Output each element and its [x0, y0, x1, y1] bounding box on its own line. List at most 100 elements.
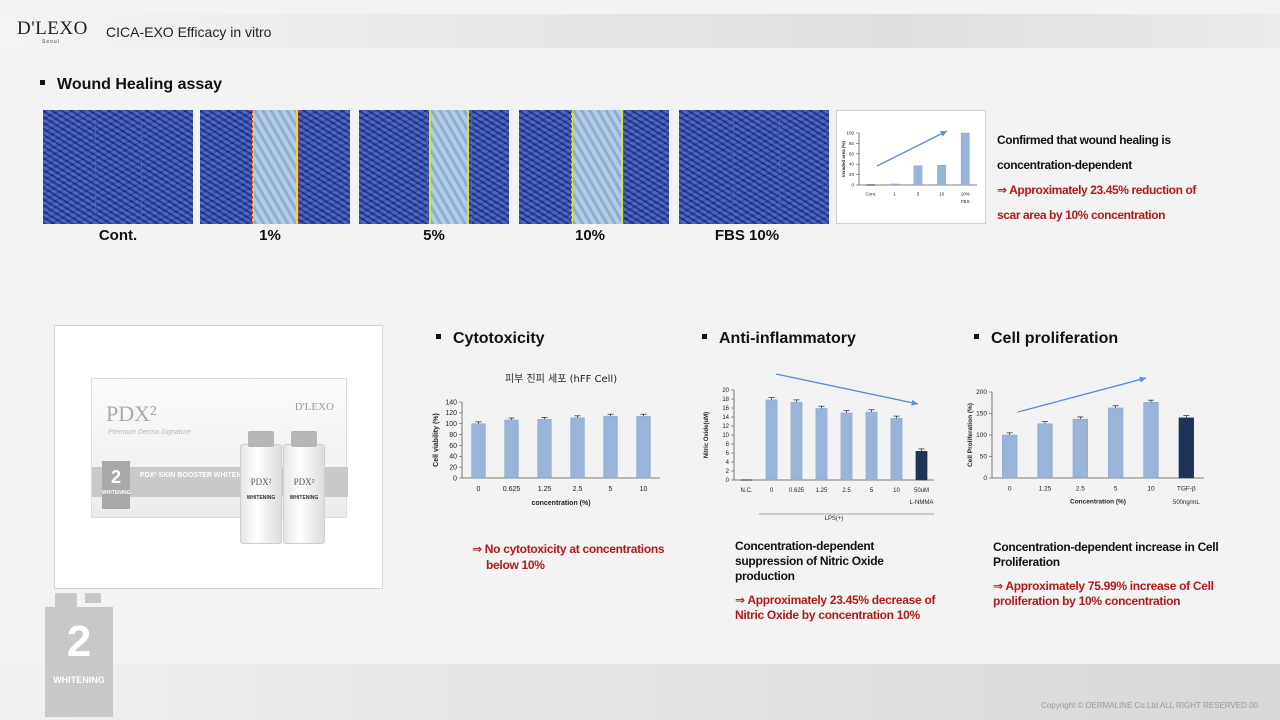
- micro-image-10: [519, 110, 669, 224]
- header-bar: D'LEXO Seoul CICA-EXO Efficacy in vitro: [0, 14, 1280, 48]
- y-tick-label: 40: [449, 454, 457, 461]
- bar: [1072, 418, 1088, 479]
- wound-section-title: Wound Healing assay: [40, 76, 222, 94]
- x-tick-label: 0: [770, 488, 774, 494]
- x-tick-label: TGF-β: [1177, 486, 1196, 493]
- wound-text-line2: concentration-dependent: [997, 158, 1132, 172]
- bar: [790, 401, 803, 481]
- brand-logo-sub: Seoul: [42, 39, 60, 45]
- x-tick-label: 10: [1147, 486, 1155, 493]
- group-label: LPS(+): [825, 516, 844, 522]
- x-tick-label: 1.25: [816, 488, 828, 494]
- cell-proliferation-title: Cell proliferation: [974, 330, 1118, 348]
- x-tick-label: 10%: [961, 192, 970, 197]
- bar: [915, 450, 928, 481]
- wound-text-red2: scar area by 10% concentration: [997, 208, 1166, 222]
- micro-image-5: [359, 110, 509, 224]
- y-tick-label: 0: [453, 475, 457, 482]
- x-tick-label: 2.5: [1076, 486, 1085, 493]
- x-tick-label: 0.625: [789, 488, 805, 494]
- y-tick-label: 60: [849, 151, 855, 156]
- copyright-text: Copyright © DERMALINE Co.Ltd ALL RIGHT R…: [1041, 701, 1258, 710]
- y-tick-label: 40: [849, 162, 855, 167]
- x-tick-label: 0: [477, 486, 481, 493]
- bar: [815, 408, 828, 481]
- y-tick-label: 100: [846, 131, 854, 136]
- bar: [913, 165, 923, 186]
- x-tick-label: 50uM: [914, 488, 929, 494]
- x-tick-label: 2.5: [573, 486, 583, 493]
- x-tick-label: 5: [609, 486, 613, 493]
- x-tick-label: N.C.: [741, 488, 753, 494]
- bar: [890, 418, 903, 481]
- micro-label-10: 10%: [574, 227, 606, 244]
- bar: [1002, 434, 1018, 479]
- micro-label-5: 5%: [423, 227, 445, 244]
- x-tick-label: 5: [870, 488, 874, 494]
- extra-label: L-NMMA: [910, 500, 934, 506]
- y-tick-label: 10: [722, 433, 729, 439]
- y-tick-label: 140: [445, 399, 457, 406]
- micro-image-cont: [43, 110, 193, 224]
- y-tick-label: 6: [726, 451, 730, 457]
- x-axis-label: Concentration (%): [1070, 499, 1126, 506]
- x-tick-label: 1: [893, 192, 896, 197]
- anti-inflammatory-title: Anti-inflammatory: [702, 330, 856, 348]
- y-tick-label: 100: [976, 432, 987, 439]
- bullet-icon: [436, 334, 441, 340]
- cytotoxicity-chart: 0 20 40 60 80 100 120 140 0 0.625 1.25 2.5 5 10 Cell v…: [433, 373, 660, 507]
- trend-arrow-head: [940, 131, 947, 137]
- bullet-icon: [702, 334, 707, 340]
- x-tick-label: 10: [939, 192, 945, 197]
- wound-text-red1: ⇒ Approximately 23.45% reduction of: [997, 183, 1196, 197]
- trend-arrow: [1017, 377, 1147, 413]
- x-tick-label: 0.625: [503, 486, 521, 493]
- anti-inflammatory-chart: 0 2 4 6 8 10 12 14 16 18 20 N.C. 0 0.625 1.25 2.5 5 10 50u…: [704, 373, 934, 522]
- bar: [636, 415, 651, 479]
- y-tick-label: 12: [722, 424, 729, 430]
- vial-right: PDX² WHITENING: [283, 431, 325, 544]
- y-tick-label: 2: [726, 469, 730, 475]
- extra-label: 500ng/mL: [1173, 500, 1200, 506]
- package-pdx-logo: PDX²: [106, 401, 157, 426]
- x-tick-label: Cont.: [865, 192, 876, 197]
- y-tick-label: 14: [722, 415, 729, 421]
- micro-label-fbs: FBS 10%: [714, 227, 780, 244]
- y-tick-label: 4: [726, 460, 730, 466]
- bar: [960, 132, 970, 186]
- bar: [1108, 407, 1124, 479]
- x-axis-label: concentration (%): [531, 500, 590, 507]
- bar: [537, 419, 552, 479]
- package-brand: D'LEXO: [294, 401, 334, 413]
- bar: [603, 415, 618, 479]
- cell-proliferation-desc: Concentration-dependent increase in Cell…: [993, 540, 1219, 608]
- anti-inflammatory-desc: Concentration-dependent suppression of N…: [735, 539, 936, 622]
- x-tick-label: 2.5: [842, 488, 851, 494]
- y-tick-label: 8: [726, 442, 730, 448]
- trend-arrow-head: [911, 399, 918, 406]
- micro-image-fbs: [679, 110, 829, 224]
- package-stripe-text: PDX² SKIN BOOSTER WHITENING: [140, 472, 254, 479]
- y-tick-label: 50: [980, 454, 988, 461]
- y-tick-label: 100: [445, 421, 457, 428]
- x-tick-label: 0: [1008, 486, 1012, 493]
- y-tick-label: 0: [851, 183, 854, 188]
- bar: [570, 417, 585, 479]
- x-tick-label: 5: [1114, 486, 1118, 493]
- y-axis-label: Nitric Oxide(uM): [704, 412, 710, 458]
- y-axis-label: Invaded area (%): [841, 141, 846, 177]
- package-script: Premium Derma Signature: [108, 429, 191, 436]
- y-tick-label: 120: [445, 410, 457, 417]
- x-tick-label: 10: [893, 488, 900, 494]
- y-tick-label: 16: [722, 406, 729, 412]
- x-tick-label: 1.25: [538, 486, 552, 493]
- bar: [504, 419, 519, 479]
- wound-mini-chart: 0 20 40 60 80 100 Cont. 1 5 10 10% Invaded area (%)…: [836, 110, 986, 224]
- bar: [1037, 423, 1053, 479]
- whitening-badge: 2 WHITENING: [45, 593, 113, 717]
- y-tick-label: 20: [449, 464, 457, 471]
- cell-proliferation-chart: 0 50 100 150 200 0 1.25 2.5 5 10 TGF-β Cell Prolife…: [967, 376, 1204, 506]
- x-tick-label: 5: [917, 192, 920, 197]
- page-title: CICA-EXO Efficacy in vitro: [106, 24, 272, 40]
- bar: [765, 399, 778, 481]
